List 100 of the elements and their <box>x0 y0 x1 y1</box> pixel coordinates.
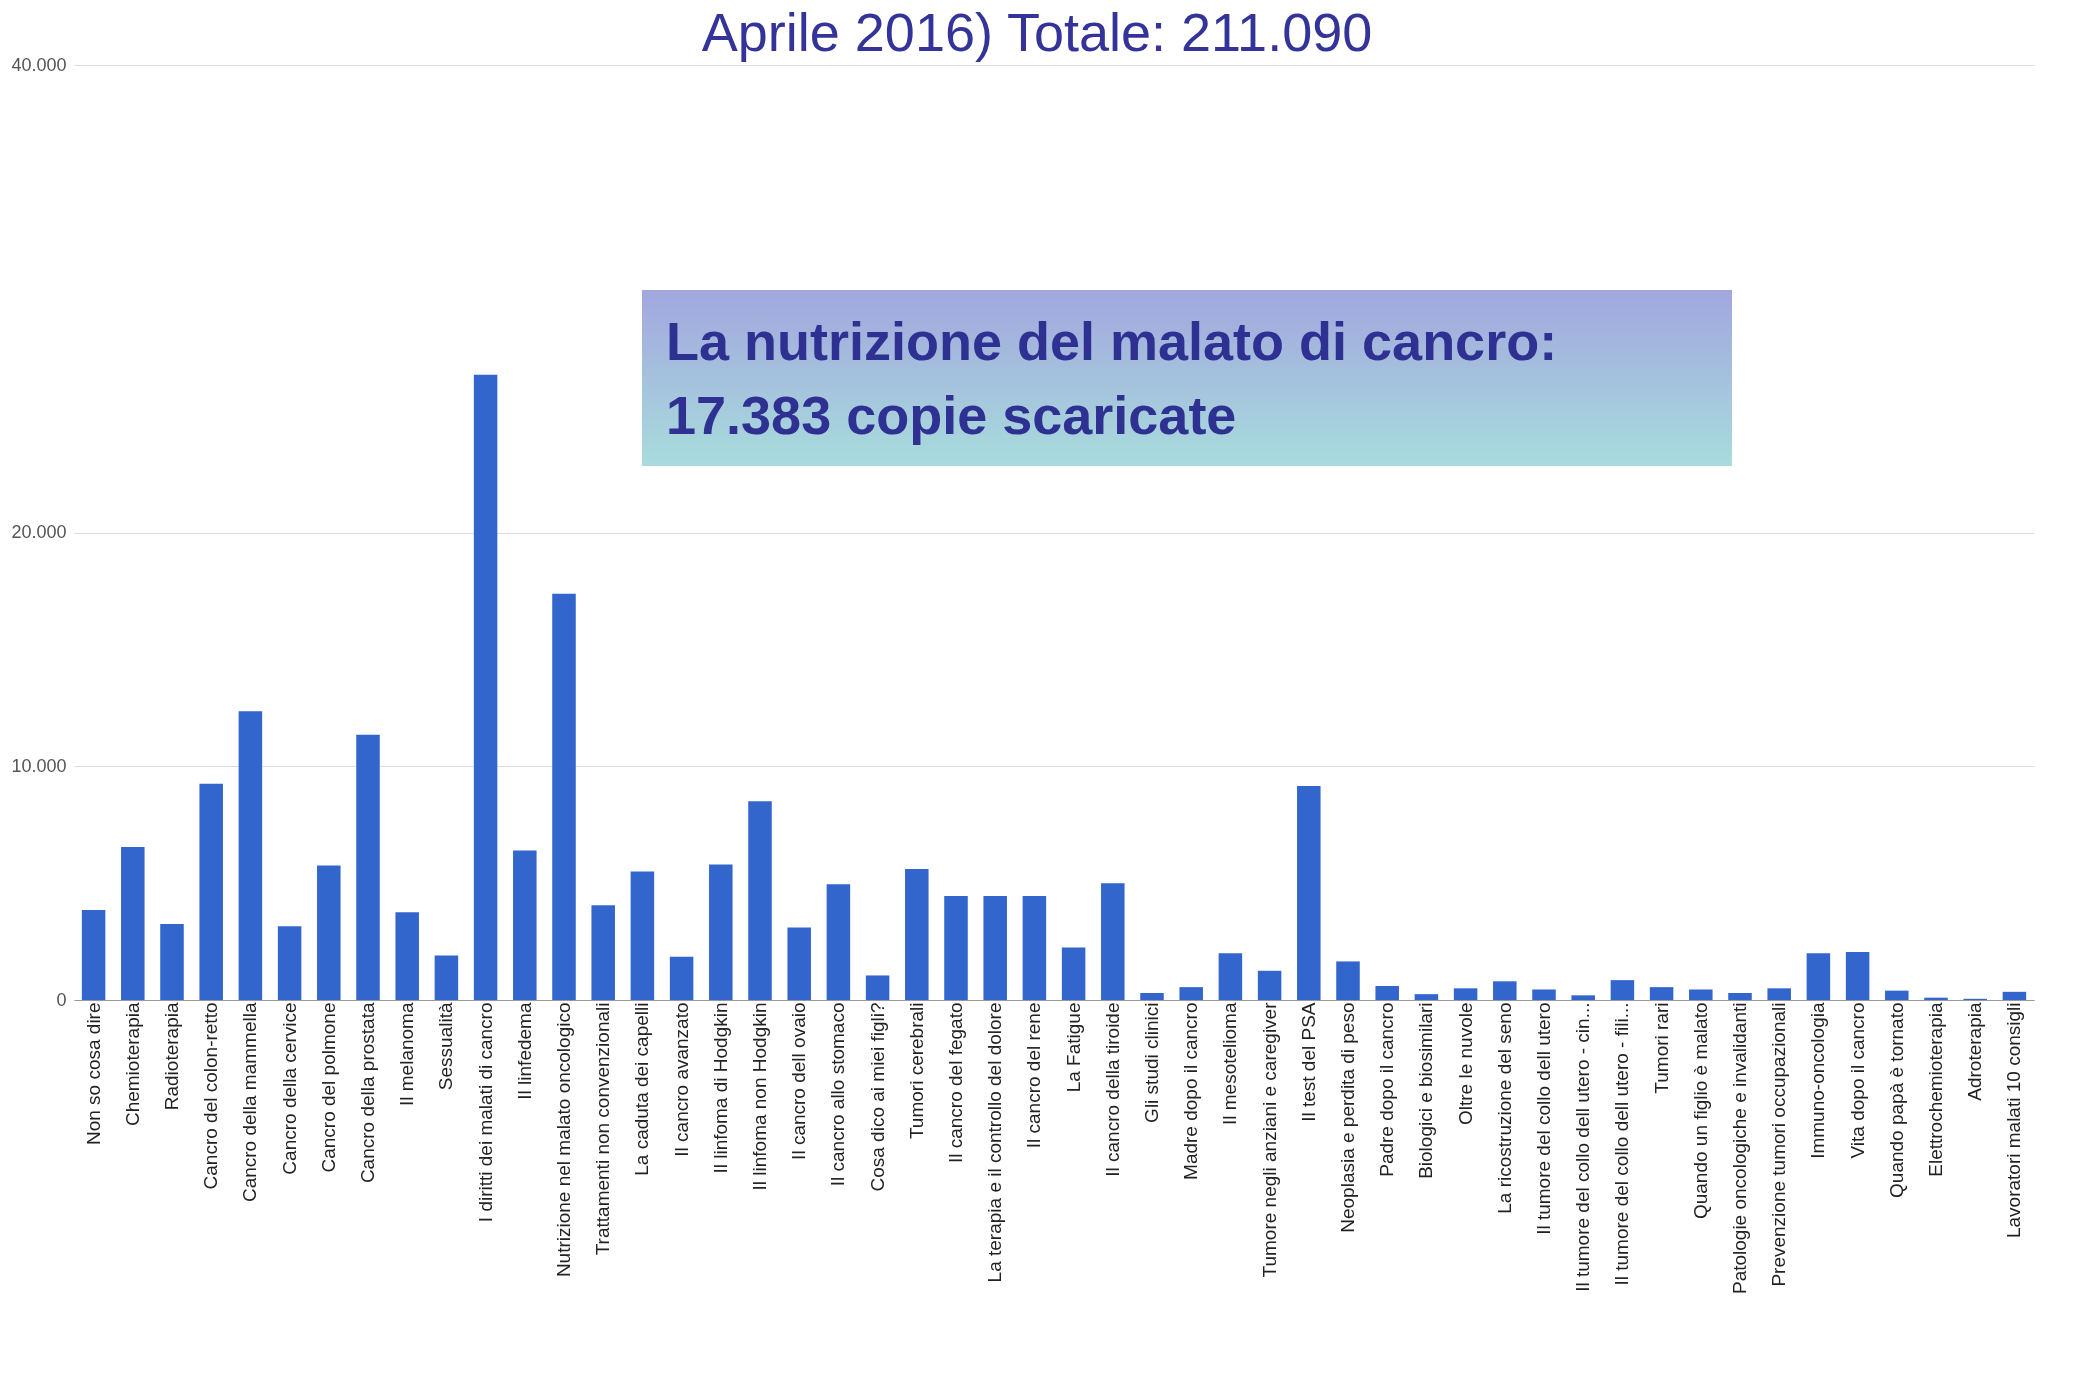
note-box: La nutrizione del malato di cancro: 17.383 copie scaricate <box>642 290 1732 466</box>
bar <box>1493 981 1517 1000</box>
x-tick-label: Patologie oncologiche e invalidanti <box>1729 1002 1750 1295</box>
x-tick-label: Il cancro del fegato <box>945 1002 966 1164</box>
bar <box>826 884 851 1000</box>
bar <box>1610 980 1635 1000</box>
x-tick-label: Chemioterapia <box>121 1002 143 1127</box>
x-tick-label: Oltre le nuvole <box>1454 1002 1476 1126</box>
bar <box>1336 961 1360 1000</box>
bar <box>356 734 380 1000</box>
x-tick-label: Il linfedema <box>513 1002 535 1100</box>
x-tick-label: La ricostruzione del seno <box>1493 1002 1515 1214</box>
bar <box>1532 989 1556 1000</box>
x-tick-label: Radioterapia <box>161 1002 182 1111</box>
x-tick-label: Il melanoma <box>396 1002 418 1106</box>
bar <box>513 850 537 1000</box>
x-tick-label: Il linfoma non Hodgkin <box>749 1002 770 1191</box>
x-tick-label: Il tumore del collo dell utero - cin... <box>1572 1002 1594 1292</box>
x-tick-label: Biologici e biosimilari <box>1415 1002 1437 1179</box>
y-tick-label: 40.000 <box>11 54 67 75</box>
x-tick-label: Cancro della cervice <box>278 1002 300 1175</box>
x-tick-label: Madre dopo il cancro <box>1180 1002 1202 1180</box>
bar <box>865 975 890 1000</box>
bar <box>905 869 929 1000</box>
x-tick-label: Il tumore del collo dell utero - fili... <box>1611 1002 1633 1286</box>
x-tick-label: Cancro della prostata <box>357 1002 378 1184</box>
bar <box>2002 991 2027 1000</box>
bar <box>1101 883 1125 1000</box>
x-tick-label: Il mesotelioma <box>1219 1002 1241 1125</box>
x-tick-label: Il cancro dell ovaio <box>788 1002 810 1160</box>
x-tick-label: Non so cosa dire <box>82 1002 104 1146</box>
x-tick-label: I diritti dei malati di cancro <box>474 1002 496 1223</box>
x-tick-label: Sessualità <box>435 1002 457 1091</box>
bar <box>1845 952 1870 1000</box>
bar <box>473 374 498 1000</box>
x-tick-label: Tumori cerebrali <box>905 1002 927 1140</box>
y-tick-label: 10.000 <box>11 755 67 776</box>
bar <box>1375 985 1399 1000</box>
bar <box>1257 970 1282 1000</box>
bar <box>630 871 655 1000</box>
bar <box>81 910 106 1000</box>
bar <box>1885 990 1909 1000</box>
bar <box>1767 988 1791 1000</box>
bar <box>1806 953 1831 1000</box>
bar <box>1061 947 1086 1000</box>
x-tick-label: Quando un figlio è malato <box>1689 1002 1711 1220</box>
bar <box>121 846 145 1000</box>
y-tick-label: 0 <box>56 989 67 1010</box>
x-tick-label: Padre dopo il cancro <box>1376 1002 1398 1177</box>
x-tick-label: Vita dopo il cancro <box>1846 1002 1868 1159</box>
bar <box>787 927 811 1000</box>
x-tick-label: Il cancro avanzato <box>670 1002 692 1157</box>
x-tick-label: Il cancro della tiroide <box>1101 1002 1123 1177</box>
x-tick-label: Elettrochemioterapia <box>1925 1002 1946 1177</box>
bar <box>748 801 772 1000</box>
x-tick-label: Nutrizione nel malato oncologico <box>553 1002 574 1278</box>
x-tick-label: Lavoratori malati 10 consigli <box>2003 1002 2025 1239</box>
bar <box>1022 895 1047 1000</box>
x-tick-label: Adroterapia <box>1964 1002 1986 1101</box>
x-tick-label: Cancro del colon-retto <box>200 1002 222 1190</box>
bar <box>591 905 615 1000</box>
bar <box>1689 989 1713 1000</box>
x-tick-label: La Fatigue <box>1062 1002 1084 1093</box>
bar <box>199 783 223 1000</box>
x-tick-label: Gli studi clinici <box>1141 1002 1162 1123</box>
x-tick-label: Il cancro del rene <box>1023 1002 1045 1149</box>
bar <box>1140 992 1164 1000</box>
y-tick-label: 20.000 <box>11 522 67 542</box>
x-tick-label: Il tumore del collo dell utero <box>1533 1002 1554 1235</box>
bar <box>1414 994 1439 1000</box>
x-tick-label: Cosa dico ai miei figli? <box>866 1002 888 1192</box>
bar <box>277 926 302 1000</box>
x-tick-label: Immuno-oncologia <box>1807 1002 1829 1159</box>
bar <box>552 593 576 1000</box>
x-tick-label: Neoplasia e perdita di peso <box>1337 1002 1358 1233</box>
bar <box>1649 987 1674 1000</box>
x-tick-label: Quando papà è tornato <box>1885 1002 1907 1198</box>
bar <box>709 864 733 1000</box>
bar <box>1453 988 1478 1000</box>
bar <box>317 865 341 1000</box>
chart-title: Aprile 2016) Totale: 211.090 <box>701 2 1373 62</box>
x-tick-label: Il test del PSA <box>1297 1002 1319 1122</box>
x-tick-label: Prevenzione tumori occupazionali <box>1768 1002 1790 1287</box>
bar <box>238 711 263 1000</box>
bar <box>434 955 459 1000</box>
bar <box>160 924 184 1000</box>
x-tick-label: Cancro del polmone <box>317 1002 339 1173</box>
x-tick-label: Trattamenti non convenzionali <box>592 1002 614 1256</box>
x-tick-label: La caduta dei capelli <box>631 1002 653 1176</box>
x-tick-label: Tumori rari <box>1650 1002 1672 1094</box>
bar <box>1179 987 1203 1000</box>
bar <box>1218 953 1243 1000</box>
x-tick-label: Il linfoma di Hodgkin <box>709 1002 731 1174</box>
bar <box>983 895 1007 1000</box>
bar <box>1728 992 1752 1000</box>
x-tick-label: Tumore negli anziani e caregiver <box>1258 1001 1280 1278</box>
bar <box>395 912 419 1000</box>
x-tick-label: Il cancro allo stomaco <box>827 1002 849 1187</box>
bar <box>1297 786 1321 1000</box>
bar <box>669 956 694 1000</box>
